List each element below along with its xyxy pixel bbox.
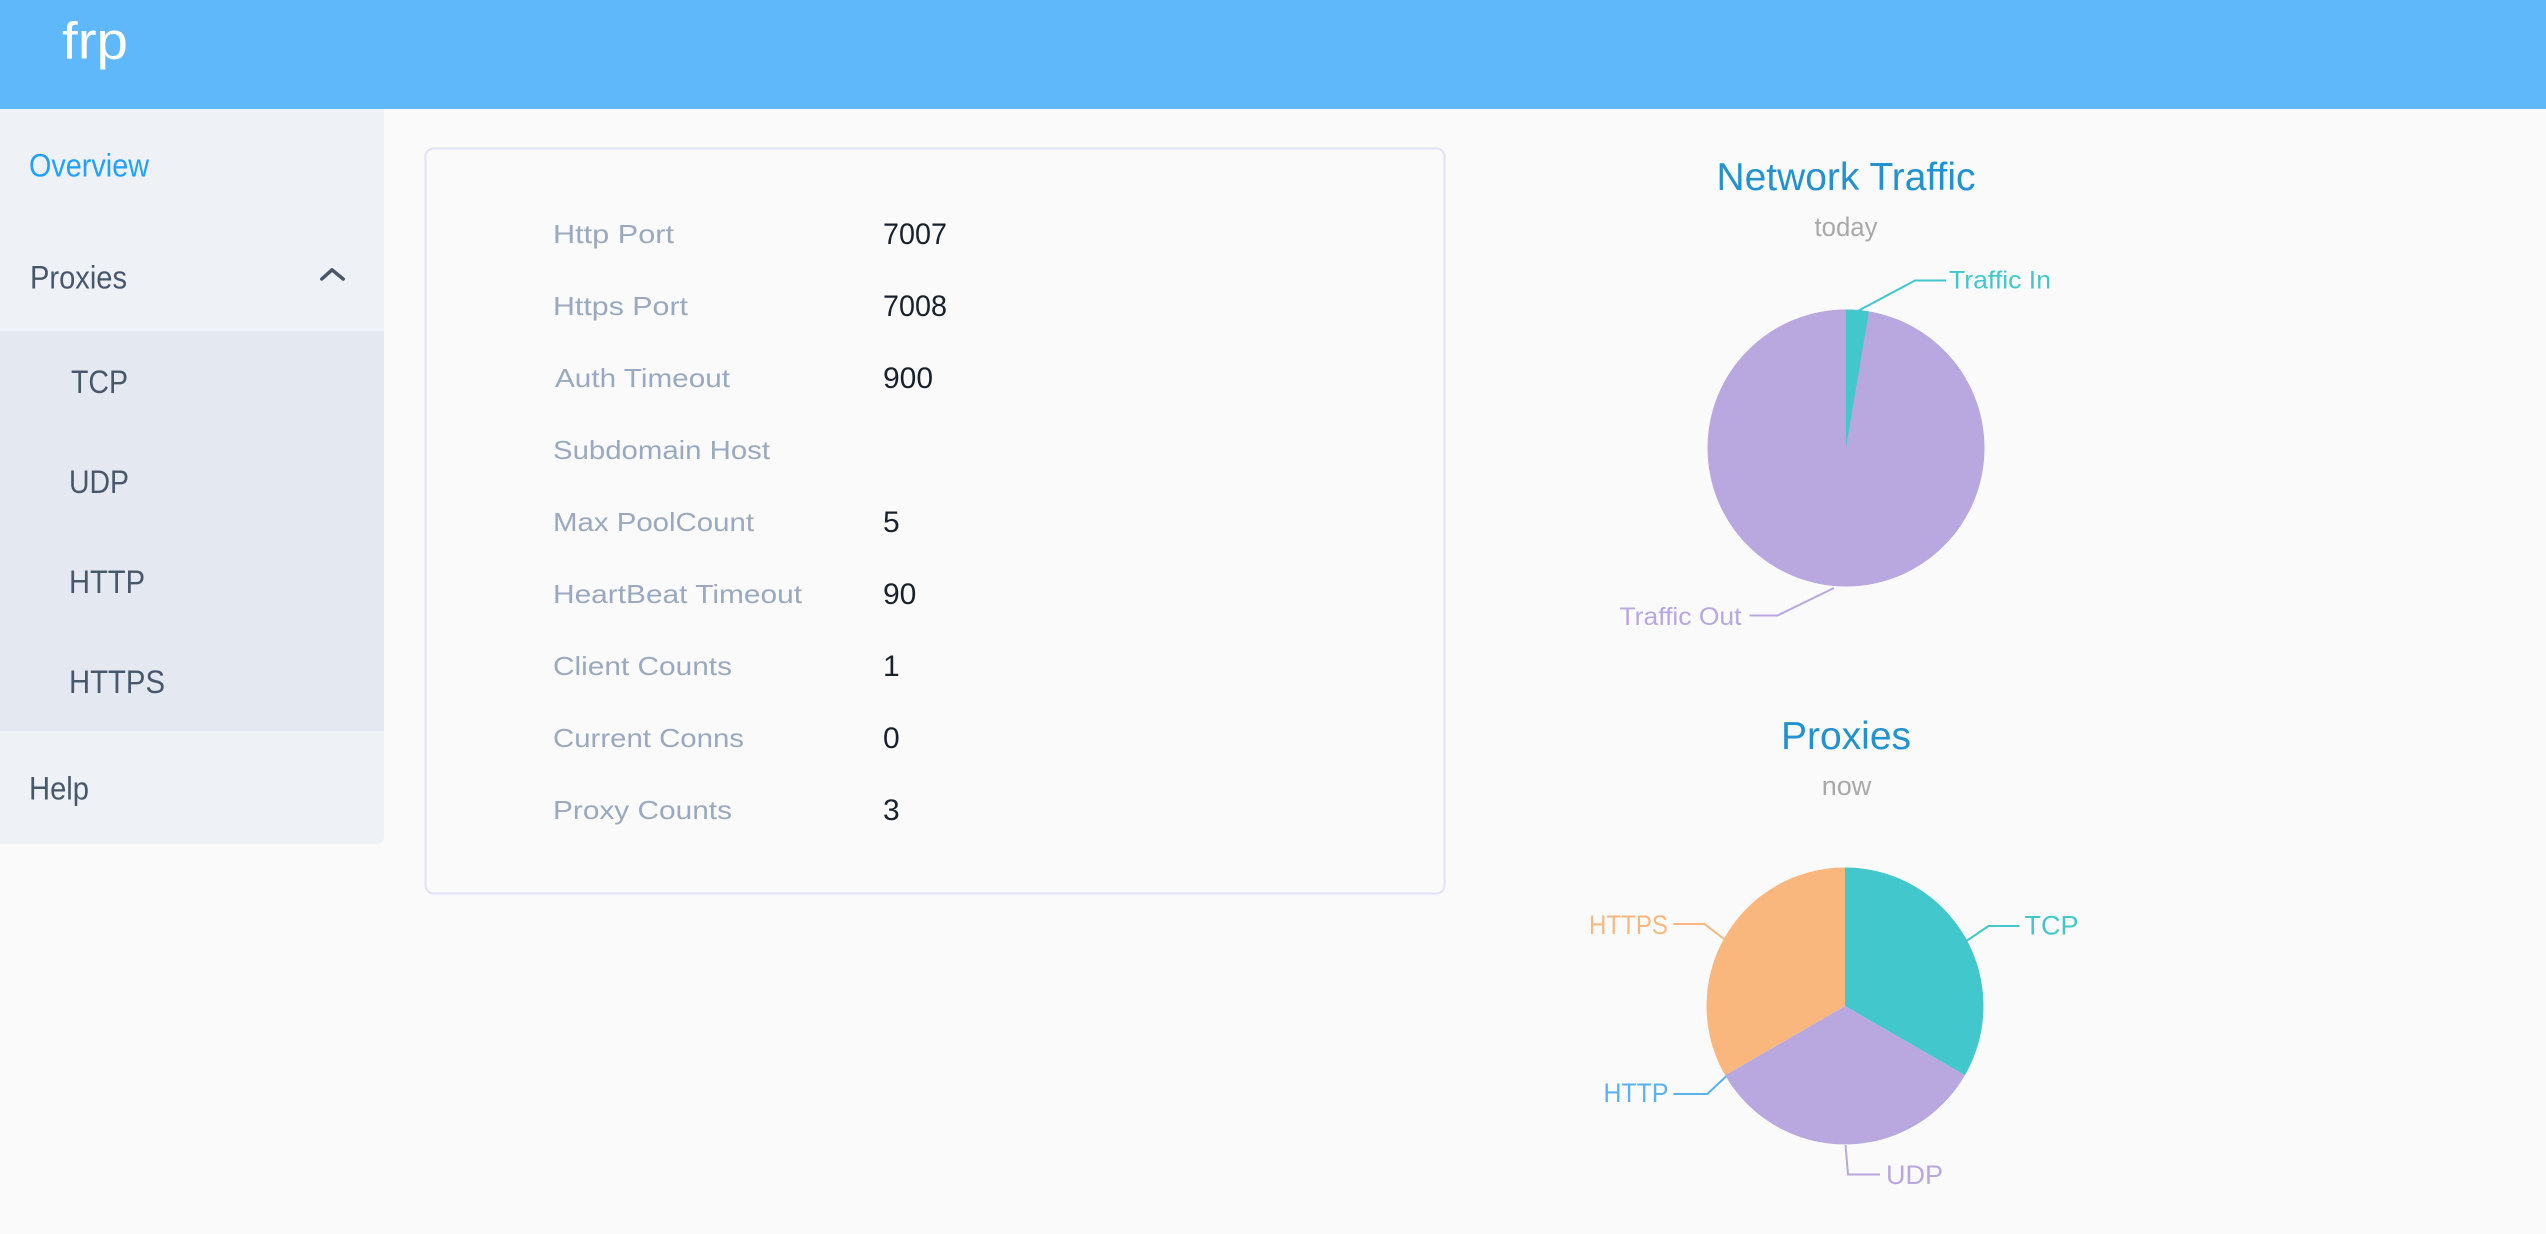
- svg-text:7007: 7007: [883, 218, 947, 251]
- svg-text:0: 0: [883, 722, 900, 755]
- svg-text:Traffic Out: Traffic Out: [1620, 603, 1742, 631]
- svg-text:UDP: UDP: [1886, 1160, 1943, 1190]
- svg-text:Overview: Overview: [29, 148, 150, 184]
- svg-text:TCP: TCP: [2025, 911, 2079, 941]
- svg-text:HeartBeat Timeout: HeartBeat Timeout: [553, 579, 803, 609]
- svg-text:HTTPS: HTTPS: [69, 664, 165, 700]
- svg-text:HTTPS: HTTPS: [1589, 910, 1668, 940]
- svg-text:Traffic In: Traffic In: [1949, 267, 2051, 295]
- svg-text:3: 3: [883, 794, 900, 827]
- svg-text:Auth Timeout: Auth Timeout: [555, 363, 731, 393]
- svg-text:Network Traffic: Network Traffic: [1717, 156, 1976, 199]
- svg-text:Subdomain Host: Subdomain Host: [553, 435, 771, 465]
- svg-text:today: today: [1815, 212, 1878, 242]
- svg-text:Proxies: Proxies: [1781, 715, 1911, 758]
- svg-text:900: 900: [883, 362, 933, 395]
- svg-text:5: 5: [883, 506, 900, 539]
- svg-text:Help: Help: [29, 771, 89, 807]
- svg-text:Proxies: Proxies: [30, 260, 127, 296]
- svg-text:90: 90: [883, 578, 916, 611]
- svg-text:Proxy Counts: Proxy Counts: [553, 795, 732, 825]
- svg-text:UDP: UDP: [69, 464, 129, 500]
- svg-text:7008: 7008: [883, 290, 947, 323]
- svg-text:now: now: [1822, 771, 1872, 801]
- svg-text:TCP: TCP: [71, 364, 128, 400]
- svg-text:Current Conns: Current Conns: [553, 723, 744, 753]
- svg-text:1: 1: [883, 650, 900, 683]
- svg-text:HTTP: HTTP: [69, 564, 145, 600]
- svg-text:Https Port: Https Port: [553, 291, 689, 321]
- svg-text:Http Port: Http Port: [553, 219, 675, 249]
- svg-text:HTTP: HTTP: [1604, 1078, 1669, 1108]
- svg-text:Max PoolCount: Max PoolCount: [553, 507, 755, 537]
- svg-text:Client Counts: Client Counts: [553, 651, 732, 681]
- svg-text:frp: frp: [62, 13, 128, 71]
